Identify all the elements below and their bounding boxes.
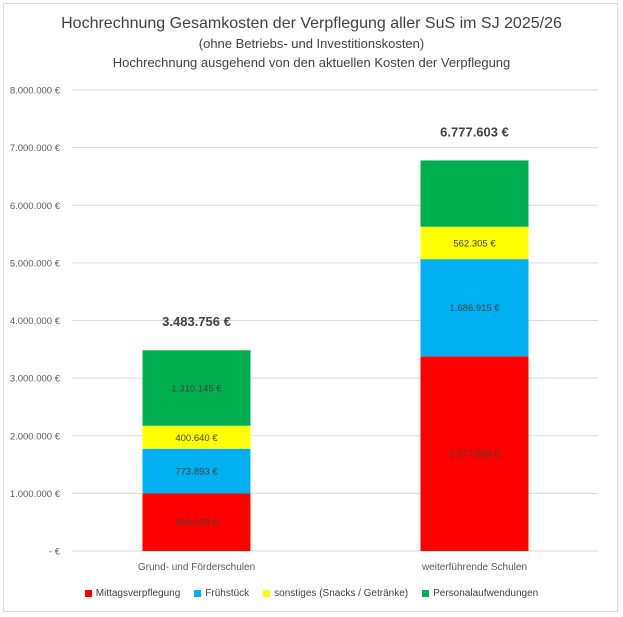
legend-swatch-sonstiges [263, 590, 271, 597]
data-label: 1.686.915 € [449, 303, 500, 314]
data-label: 3.377.836 € [449, 449, 500, 460]
bar-segment [142, 425, 251, 449]
data-label: 400.640 € [175, 433, 218, 444]
legend-item-fruehstueck: Frühstück [194, 588, 249, 599]
total-label: 3.483.756 € [162, 314, 231, 329]
y-tick-label: 1.000.000 € [10, 489, 61, 500]
legend-label-mittagsverpflegung: Mittagsverpflegung [95, 588, 181, 599]
legend-item-sonstiges: sonstiges (Snacks / Getränke) [263, 588, 408, 599]
y-tick-label: 3.000.000 € [10, 374, 61, 385]
y-tick-label: - € [49, 547, 61, 558]
x-category-label: weiterführende Schulen [421, 562, 527, 573]
bar-segment [420, 226, 529, 260]
legend-swatch-fruehstueck [194, 590, 202, 597]
chart-titles: Hochrechnung Gesamkosten der Verpflegung… [0, 14, 623, 72]
data-label: 562.305 € [453, 238, 496, 249]
y-tick-label: 7.000.000 € [10, 143, 61, 154]
legend-label-sonstiges: sonstiges (Snacks / Getränke) [274, 588, 409, 599]
data-label: 1.310.145 € [171, 383, 222, 394]
chart-title: Hochrechnung Gesamkosten der Verpflegung… [61, 15, 562, 32]
y-tick-label: 6.000.000 € [10, 201, 61, 212]
y-tick-label: 8.000.000 € [10, 86, 61, 97]
bar-segment [142, 493, 251, 551]
bar-segment [420, 259, 529, 357]
legend-item-personal: Personalaufwendungen [422, 588, 538, 599]
total-label: 6.777.603 € [440, 124, 509, 139]
chart-subtitle-2: Hochrechnung ausgehend von den aktuellen… [112, 55, 511, 70]
y-tick-label: 2.000.000 € [10, 431, 61, 442]
legend-swatch-personal [422, 590, 430, 597]
bar-segment [420, 356, 529, 551]
bar-segment [420, 160, 529, 227]
y-tick-label: 5.000.000 € [10, 258, 61, 269]
x-category-label: Grund- und Förderschulen [138, 562, 255, 573]
data-label: 773.893 € [175, 467, 218, 478]
bar-segment [142, 350, 251, 426]
data-label: 999.078 € [175, 518, 218, 529]
legend-label-personal: Personalaufwendungen [433, 588, 539, 599]
bar-segment [142, 448, 251, 494]
legend-label-fruehstueck: Frühstück [205, 588, 250, 599]
chart-legend: Mittagsverpflegung Frühstück sonstiges (… [0, 588, 623, 599]
legend-swatch-mittagsverpflegung [84, 590, 92, 597]
y-tick-label: 4.000.000 € [10, 316, 61, 327]
chart-subtitle-1: (ohne Betriebs- und Investitionskosten) [198, 36, 425, 51]
legend-item-mittagsverpflegung: Mittagsverpflegung [84, 588, 181, 599]
